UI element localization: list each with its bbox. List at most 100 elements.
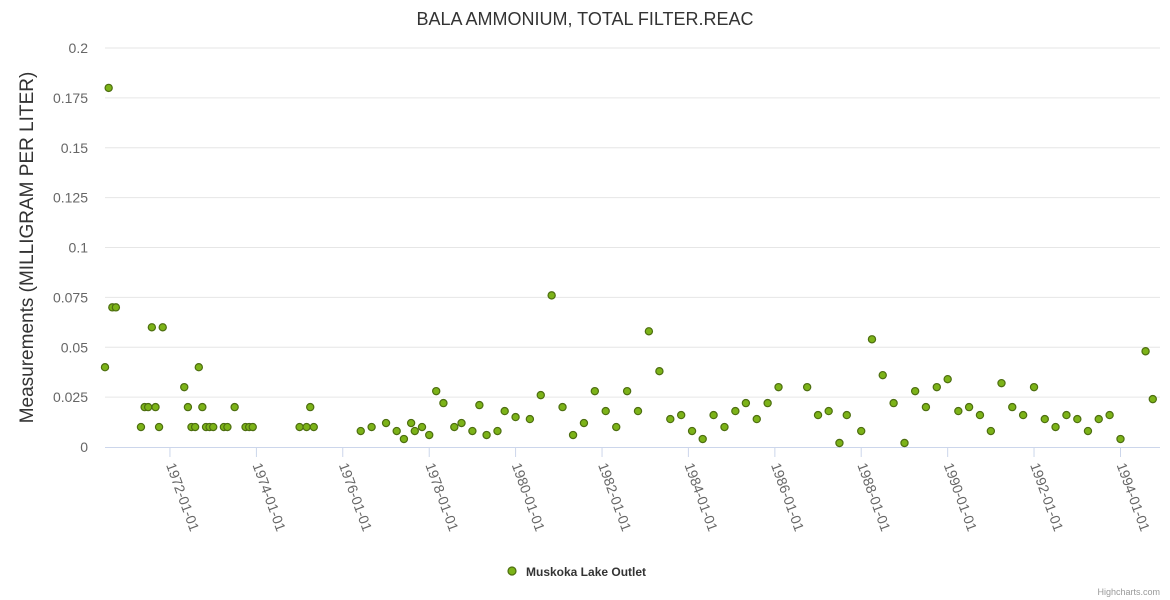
data-point[interactable] — [410, 426, 419, 436]
credits-link[interactable]: Highcharts.com — [1097, 587, 1160, 597]
data-point[interactable] — [889, 398, 898, 408]
data-point[interactable] — [655, 366, 664, 376]
data-point[interactable] — [198, 402, 207, 412]
data-point[interactable] — [954, 406, 963, 416]
data-point[interactable] — [399, 434, 409, 444]
data-point[interactable] — [687, 426, 697, 436]
legend[interactable]: Muskoka Lake Outlet — [507, 565, 646, 579]
data-point[interactable] — [295, 422, 304, 432]
legend-marker[interactable] — [507, 566, 517, 576]
data-point[interactable] — [223, 422, 232, 432]
data-point[interactable] — [964, 402, 974, 412]
data-point[interactable] — [180, 382, 189, 392]
data-point[interactable] — [1094, 414, 1103, 424]
data-point[interactable] — [741, 398, 751, 408]
data-point[interactable] — [910, 386, 920, 396]
data-point[interactable] — [752, 414, 761, 424]
data-point[interactable] — [136, 422, 146, 432]
data-point[interactable] — [802, 382, 812, 392]
data-point[interactable] — [100, 363, 110, 372]
data-point[interactable] — [568, 430, 578, 440]
data-point[interactable] — [439, 398, 448, 408]
data-point[interactable] — [158, 323, 167, 332]
data-point[interactable] — [813, 410, 823, 420]
data-point[interactable] — [302, 422, 311, 432]
data-point[interactable] — [986, 426, 996, 436]
data-point[interactable] — [147, 323, 157, 332]
data-point[interactable] — [774, 382, 783, 392]
data-point[interactable] — [1141, 347, 1150, 356]
data-point[interactable] — [676, 410, 686, 420]
data-point[interactable] — [731, 406, 740, 416]
data-point[interactable] — [824, 406, 833, 416]
data-point[interactable] — [1105, 410, 1114, 420]
data-point[interactable] — [143, 402, 153, 412]
data-point[interactable] — [183, 402, 193, 412]
data-point[interactable] — [612, 422, 621, 432]
data-point[interactable] — [932, 382, 941, 392]
data-point[interactable] — [475, 400, 484, 410]
data-point[interactable] — [943, 374, 952, 384]
data-point[interactable] — [525, 414, 535, 424]
data-point[interactable] — [536, 390, 545, 400]
data-point[interactable] — [720, 422, 729, 432]
legend-item-muskoka-lake-outlet[interactable]: Muskoka Lake Outlet — [526, 565, 646, 579]
data-point[interactable] — [190, 422, 200, 432]
data-point[interactable] — [867, 335, 877, 344]
data-point[interactable] — [209, 422, 218, 432]
data-point[interactable] — [1073, 414, 1082, 424]
data-point[interactable] — [482, 430, 491, 440]
data-point[interactable] — [306, 402, 315, 412]
data-point[interactable] — [457, 418, 466, 428]
data-point[interactable] — [835, 438, 844, 448]
data-point[interactable] — [1018, 410, 1028, 420]
data-point[interactable] — [367, 422, 376, 432]
data-point[interactable] — [698, 434, 707, 444]
data-point[interactable] — [432, 386, 441, 396]
data-point[interactable] — [406, 418, 416, 428]
data-point[interactable] — [356, 426, 365, 436]
data-point[interactable] — [601, 406, 610, 416]
data-point[interactable] — [975, 410, 985, 420]
data-point[interactable] — [1062, 410, 1071, 420]
data-point[interactable] — [558, 402, 567, 412]
data-point[interactable] — [381, 418, 391, 428]
data-point[interactable] — [579, 418, 589, 428]
data-point[interactable] — [450, 422, 459, 432]
data-point[interactable] — [230, 402, 239, 412]
series-muskoka-lake-outlet[interactable] — [100, 83, 1157, 448]
data-point[interactable] — [1008, 402, 1017, 412]
data-point[interactable] — [392, 426, 401, 436]
data-point[interactable] — [248, 422, 257, 432]
data-point[interactable] — [590, 386, 600, 396]
data-point[interactable] — [1116, 434, 1125, 444]
data-point[interactable] — [111, 303, 121, 312]
data-point[interactable] — [154, 422, 164, 432]
data-point[interactable] — [511, 412, 520, 422]
data-point[interactable] — [921, 402, 931, 412]
data-point[interactable] — [1083, 426, 1093, 436]
data-point[interactable] — [1040, 414, 1049, 424]
data-point[interactable] — [194, 363, 204, 372]
data-point[interactable] — [1051, 422, 1060, 432]
data-point[interactable] — [666, 414, 675, 424]
data-point[interactable] — [1029, 382, 1039, 392]
data-point[interactable] — [842, 410, 851, 420]
data-point[interactable] — [468, 426, 477, 436]
data-point[interactable] — [104, 83, 113, 93]
data-point[interactable] — [997, 378, 1006, 388]
data-point[interactable] — [763, 398, 772, 408]
data-point[interactable] — [425, 430, 434, 440]
data-point[interactable] — [500, 406, 509, 416]
data-point[interactable] — [547, 291, 556, 300]
data-point[interactable] — [1148, 394, 1157, 404]
data-point[interactable] — [493, 426, 502, 436]
data-point[interactable] — [900, 438, 909, 448]
data-point[interactable] — [709, 410, 718, 420]
data-point[interactable] — [633, 406, 643, 416]
data-point[interactable] — [644, 327, 654, 336]
data-point[interactable] — [151, 402, 160, 412]
data-point[interactable] — [309, 422, 318, 432]
data-point[interactable] — [878, 370, 887, 380]
data-point[interactable] — [857, 426, 866, 436]
